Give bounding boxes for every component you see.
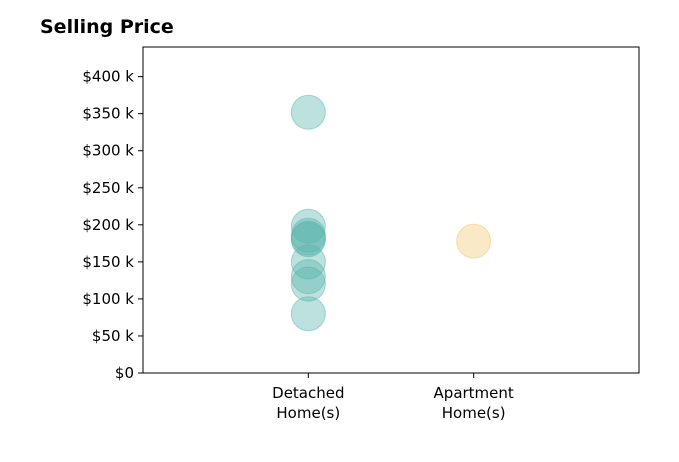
y-tick-label: $50 k xyxy=(92,327,134,345)
y-tick-label: $150 k xyxy=(82,253,134,271)
data-point xyxy=(290,296,326,332)
plot-frame xyxy=(142,46,640,374)
data-point xyxy=(290,266,326,302)
chart-title: Selling Price xyxy=(40,16,174,38)
data-points xyxy=(290,94,492,332)
y-tick-label: $300 k xyxy=(82,142,134,160)
y-tick-label: $100 k xyxy=(82,290,134,308)
x-tick-label: Apartment Home(s) xyxy=(434,384,514,422)
y-tick-label: $0 xyxy=(115,364,134,382)
data-point xyxy=(290,94,326,130)
data-point xyxy=(290,244,326,280)
y-tick-label: $200 k xyxy=(82,216,134,234)
data-point xyxy=(290,208,326,244)
y-tick-label: $250 k xyxy=(82,179,134,197)
y-axis: $0 $50 k $100 k $150 k $200 k $250 k $300 k $35… xyxy=(82,68,143,382)
x-tick-label: Detached Home(s) xyxy=(272,384,344,422)
data-point xyxy=(290,259,326,295)
x-axis: Detached Home(s) Apartment Home(s) xyxy=(272,373,514,422)
data-point xyxy=(290,222,326,258)
y-tick-label: $350 k xyxy=(82,105,134,123)
data-point xyxy=(456,223,492,259)
y-tick-label: $400 k xyxy=(82,68,134,86)
